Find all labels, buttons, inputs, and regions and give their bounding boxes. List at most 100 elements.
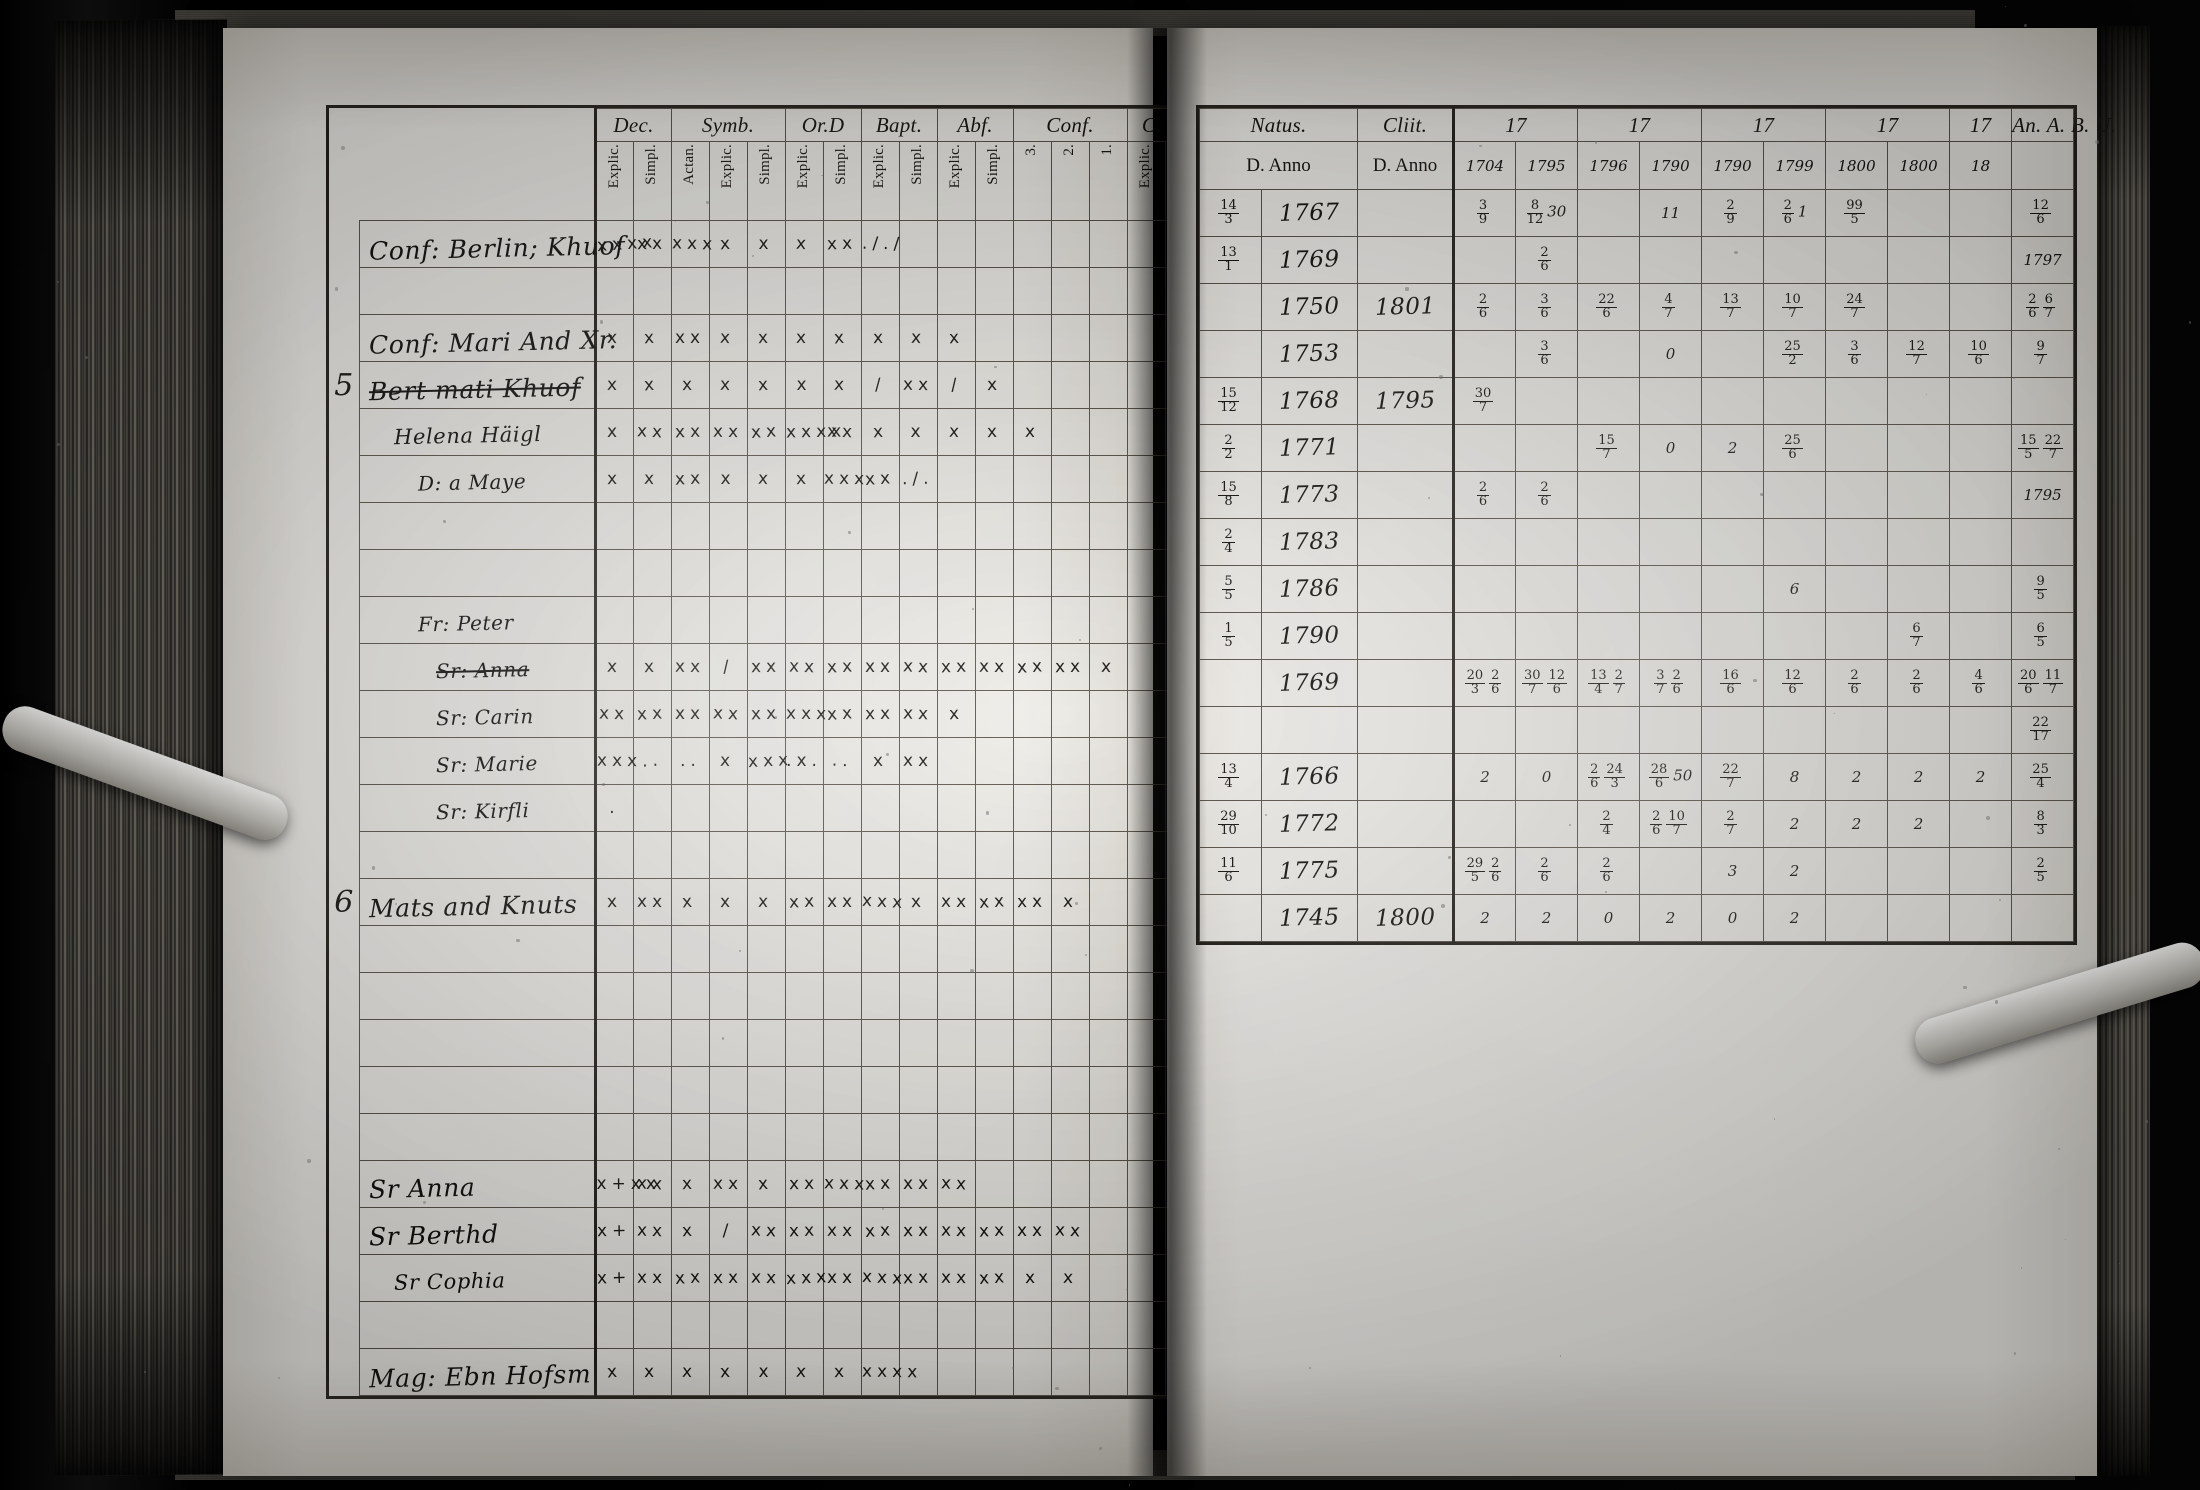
mark-cell[interactable]: x [670, 361, 710, 409]
mark-cell[interactable] [632, 925, 672, 973]
visit-cell[interactable] [1887, 894, 1951, 942]
mark-cell[interactable]: xx [822, 220, 862, 268]
mark-cell[interactable]: x [708, 737, 748, 785]
visit-cell[interactable]: 2 [1763, 894, 1827, 942]
visit-cell[interactable]: 2 6 24 3 [1577, 753, 1641, 801]
visit-cell[interactable]: 10 6 [1949, 330, 2013, 378]
mark-cell[interactable]: xx [746, 690, 786, 738]
mark-cell[interactable] [1050, 502, 1090, 550]
mark-cell[interactable]: xx [746, 1207, 786, 1255]
mark-cell[interactable] [1088, 455, 1128, 503]
natus-year[interactable]: 1790 [1260, 612, 1359, 660]
mark-cell[interactable] [1088, 361, 1128, 409]
mark-cell[interactable] [822, 925, 862, 973]
mark-cell[interactable]: xx [936, 643, 976, 691]
natus-year[interactable]: 1771 [1260, 424, 1359, 472]
visit-cell[interactable] [1639, 565, 1703, 613]
visit-cell[interactable] [1452, 236, 1517, 284]
mark-cell[interactable]: x [708, 314, 748, 362]
visit-cell[interactable] [1825, 236, 1889, 284]
mark-cell[interactable]: x [822, 361, 862, 409]
mark-cell[interactable] [1012, 220, 1052, 268]
visit-cell[interactable] [1577, 471, 1641, 519]
visit-cell[interactable]: 2 [1452, 894, 1517, 942]
mark-cell[interactable] [632, 1113, 672, 1161]
mark-cell[interactable]: x [1012, 408, 1052, 456]
mark-cell[interactable]: x [632, 361, 672, 409]
mark-cell[interactable] [708, 925, 748, 973]
mark-cell[interactable]: x+ [593, 1254, 634, 1302]
mark-cell[interactable] [974, 690, 1014, 738]
visit-cell[interactable] [1887, 283, 1951, 331]
visit-cell[interactable] [1763, 612, 1827, 660]
entry-name-cell[interactable]: Mats and Knuts [358, 878, 597, 926]
mark-cell[interactable]: xx [860, 1160, 900, 1208]
mark-cell[interactable] [784, 1019, 824, 1067]
visit-cell[interactable] [1577, 377, 1641, 425]
mark-cell[interactable] [632, 267, 672, 315]
visit-cell[interactable]: 0 [1639, 424, 1703, 472]
mark-cell[interactable] [822, 1066, 862, 1114]
mark-cell[interactable]: x [1088, 643, 1128, 691]
mark-cell[interactable] [1088, 549, 1128, 597]
mark-cell[interactable] [746, 549, 786, 597]
entry-name-cell[interactable]: Sr: Kirfli [358, 784, 597, 832]
visit-cell[interactable]: 22 7 [1701, 753, 1765, 801]
mark-cell[interactable] [1088, 878, 1128, 926]
natus-year[interactable]: 1773 [1260, 471, 1359, 519]
visit-cell[interactable]: 15 5 22 7 [2011, 424, 2075, 472]
visit-cell[interactable] [1887, 847, 1951, 895]
mark-cell[interactable]: x [708, 361, 748, 409]
visit-cell[interactable] [1452, 330, 1517, 378]
mark-cell[interactable]: xxx [746, 737, 793, 785]
mark-cell[interactable]: .. [632, 737, 672, 785]
table-row[interactable]: 5 5 1786 6 9 5 [1199, 565, 2075, 613]
visit-cell[interactable]: 2 [1887, 753, 1951, 801]
mark-cell[interactable] [822, 549, 862, 597]
mark-cell[interactable] [936, 972, 976, 1020]
mark-cell[interactable] [860, 784, 900, 832]
mark-cell[interactable] [784, 972, 824, 1020]
mark-cell[interactable] [746, 972, 786, 1020]
mark-cell[interactable] [974, 596, 1014, 644]
mark-cell[interactable]: xx [974, 1254, 1014, 1302]
mark-cell[interactable]: xx [974, 643, 1014, 691]
table-row[interactable]: 1753 3 6 0 25 2 3 6 12 7 10 6 9 7 [1199, 330, 2075, 378]
mark-cell[interactable]: x [746, 878, 786, 926]
visit-cell[interactable] [1825, 612, 1889, 660]
visit-cell[interactable]: 16 6 [1701, 659, 1765, 707]
mark-cell[interactable] [784, 784, 824, 832]
visit-cell[interactable]: 28 6 50 [1639, 753, 1703, 801]
visit-cell[interactable] [1639, 377, 1703, 425]
mark-cell[interactable] [632, 1019, 672, 1067]
table-row[interactable]: 1745 1800 2 2 0 2 0 2 [1199, 894, 2075, 942]
visit-cell[interactable] [1763, 518, 1827, 566]
entry-name-cell[interactable]: Sr Anna [358, 1160, 597, 1208]
mark-cell[interactable] [822, 784, 862, 832]
mark-cell[interactable] [1012, 596, 1052, 644]
mark-cell[interactable] [936, 1301, 976, 1349]
mark-cell[interactable] [746, 1019, 786, 1067]
visit-cell[interactable] [1887, 518, 1951, 566]
mark-cell[interactable] [1088, 1019, 1128, 1067]
mark-cell[interactable]: xx [746, 1254, 786, 1302]
mark-cell[interactable] [974, 784, 1014, 832]
mark-cell[interactable]: x [784, 314, 824, 362]
mark-cell[interactable] [1012, 1113, 1052, 1161]
visit-cell[interactable]: 24 7 [1825, 283, 1889, 331]
mark-cell[interactable]: xx [860, 1207, 900, 1255]
mark-cell[interactable] [822, 502, 862, 550]
mark-cell[interactable] [860, 1113, 900, 1161]
